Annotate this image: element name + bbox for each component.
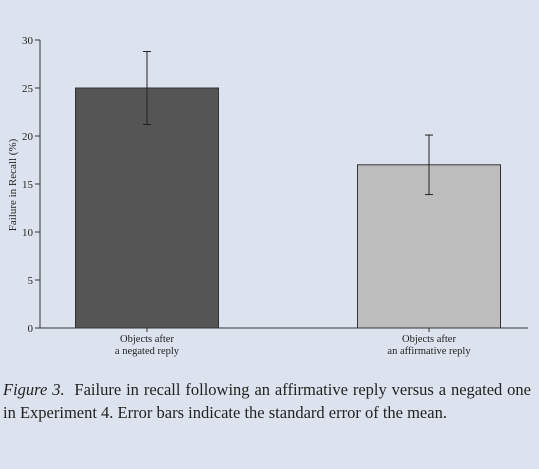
y-tick-label: 20 [22,131,34,143]
figure-caption: Figure 3. Failure in recall following an… [3,378,531,424]
y-tick-label: 25 [22,83,34,95]
y-tick-label: 15 [22,179,34,191]
x-tick-label: an affirmative reply [387,346,471,357]
y-axis: 0 5 10 15 20 25 30 [22,35,41,335]
y-tick-label: 10 [22,227,34,239]
y-tick-label: 30 [22,35,34,47]
caption-label: Figure 3. [3,380,65,399]
x-tick-label: Objects after [120,334,174,345]
y-axis-label: Failure in Recall (%) [7,138,19,231]
bar [75,87,219,329]
x-tick-label: a negated reply [115,346,180,357]
y-tick-label: 5 [28,275,34,287]
y-tick-label: 0 [28,323,34,335]
x-tick-label: Objects after [402,334,456,345]
bar-chart: 0 5 10 15 20 25 30 Failure in Recall (%) Objec… [7,35,528,357]
caption-text: Failure in recall following an affirmati… [3,380,532,422]
bars [75,51,501,329]
